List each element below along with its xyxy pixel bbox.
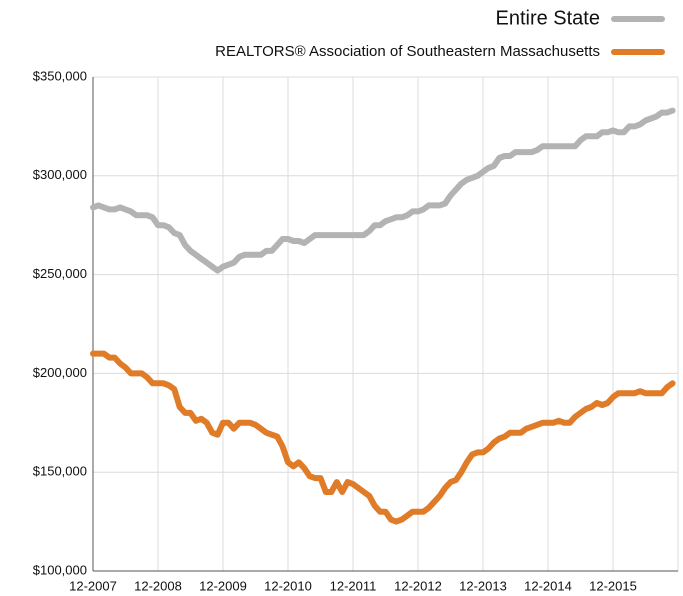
data-line [90, 107, 676, 274]
legend-label: REALTORS® Association of Southeastern Ma… [215, 43, 600, 60]
y-tick-label: $350,000 [33, 68, 87, 83]
x-tick-label: 12-2013 [459, 578, 507, 593]
y-tick-label: $100,000 [33, 562, 87, 577]
y-tick-label: $150,000 [33, 464, 87, 479]
x-tick-label: 12-2012 [394, 578, 442, 593]
legend-label: Entire State [495, 7, 600, 29]
y-tick-label: $250,000 [33, 266, 87, 281]
x-tick-label: 12-2008 [134, 578, 182, 593]
x-tick-label: 12-2011 [330, 578, 377, 593]
x-tick-label: 12-2015 [589, 578, 637, 593]
x-tick-label: 12-2010 [264, 578, 312, 593]
y-tick-label: $300,000 [33, 167, 87, 182]
x-tick-label: 12-2014 [524, 578, 572, 593]
x-tick-label: 12-2009 [199, 578, 247, 593]
data-line [90, 350, 676, 525]
x-tick-label: 12-2007 [69, 578, 117, 593]
y-tick-label: $200,000 [33, 365, 87, 380]
